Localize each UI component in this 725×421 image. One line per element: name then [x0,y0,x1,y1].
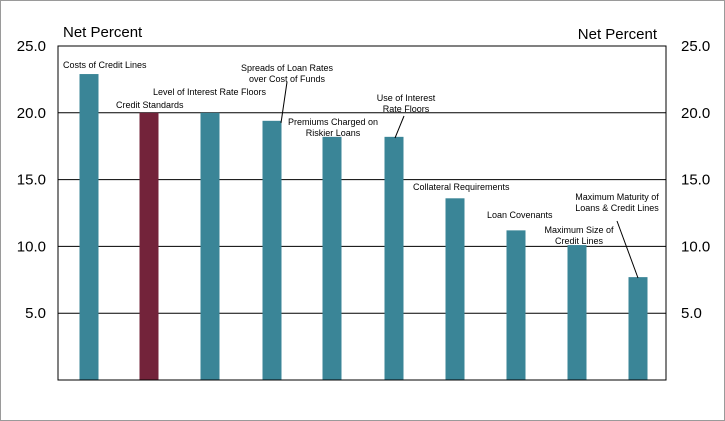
y-tick-label-left: 25.0 [17,38,46,55]
y-tick-label-right: 20.0 [681,105,710,122]
bar-label: Credit Standards [116,100,184,110]
bar [628,277,648,380]
bar-label: Riskier Loans [306,128,361,138]
bar-label: Spreads of Loan Rates [241,63,334,73]
bar-label: Credit Lines [555,236,604,246]
bar [322,136,342,380]
y-tick-label-left: 20.0 [17,105,46,122]
right-axis-title: Net Percent [578,26,658,43]
y-tick-label-left: 5.0 [25,305,46,322]
y-tick-label-right: 15.0 [681,172,710,189]
leader-line [280,81,288,124]
bar [262,120,282,380]
bar-label: Level of Interest Rate Floors [153,87,267,97]
bar [139,112,159,381]
leader-line [616,220,639,279]
bar [445,198,465,380]
bar-label: Premiums Charged on [288,117,378,127]
plot-area [57,45,667,381]
bar-label: Use of Interest [377,93,436,103]
bar [506,230,526,380]
y-axis-ticks: 25.0 25.0 20.0 20.0 15.0 15.0 10.0 10.0 5.0 5.0 [17,38,710,322]
left-axis-title: Net Percent [63,24,143,41]
bar-label: Collateral Requirements [413,182,510,192]
bar [384,136,404,380]
y-tick-label-right: 25.0 [681,38,710,55]
bar-label: Maximum Size of [544,225,614,235]
y-tick-label-right: 10.0 [681,238,710,255]
label-leaders [280,81,639,279]
leader-line [394,115,405,139]
bar-label: Loans & Credit Lines [575,203,659,213]
bar-label: Loan Covenants [487,210,553,220]
bar-label: Costs of Credit Lines [63,60,147,70]
bars [79,74,648,381]
bar [79,74,99,380]
gridlines [58,112,666,314]
bar [200,112,220,381]
bar [567,245,587,380]
y-tick-label-left: 15.0 [17,172,46,189]
y-tick-label-left: 10.0 [17,238,46,255]
bar-label: Rate Floors [383,104,430,114]
bar-label: Maximum Maturity of [575,192,659,202]
y-tick-label-right: 5.0 [681,305,702,322]
bar-label: over Cost of Funds [249,74,326,84]
bar-labels: Costs of Credit Lines Credit Standards Lev… [63,60,659,246]
